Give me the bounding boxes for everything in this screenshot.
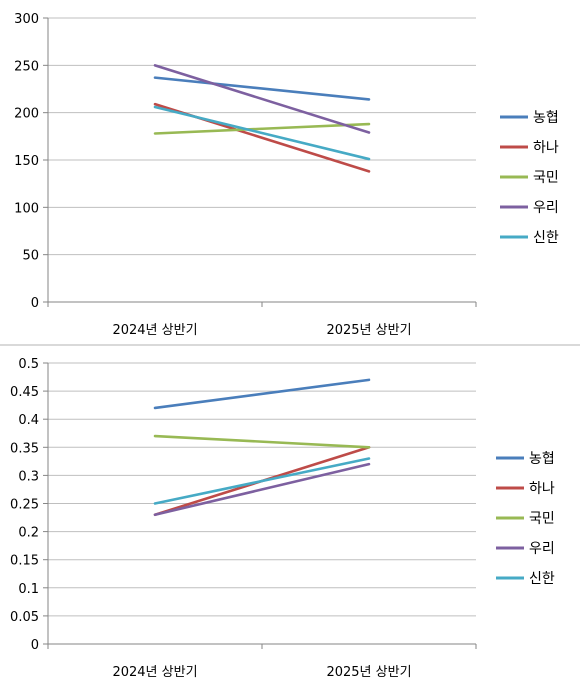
bottom-series-line-5 (153, 457, 371, 505)
bottom-y-tick-label: 0.45 (10, 385, 39, 400)
bottom-y-tick-label: 0.35 (10, 441, 39, 456)
bottom-y-tick-label: 0.15 (10, 554, 39, 569)
top-series-line-1 (153, 76, 371, 101)
top-y-tick-label: 150 (14, 154, 39, 169)
bottom-legend-label: 농협 (529, 451, 555, 467)
bottom-line-chart: 0 0.05 0.1 0.15 0.2 0.25 0.3 0.35 0.4 0.45 0.5 2024… (10, 357, 555, 680)
top-legend-label: 신한 (533, 230, 559, 246)
bottom-y-tick-label: 0.25 (10, 498, 39, 513)
top-legend-label: 하나 (533, 140, 559, 156)
bottom-legend-label: 국민 (529, 511, 555, 527)
bottom-series-line-1 (153, 378, 371, 410)
panel-divider (0, 344, 580, 346)
top-y-tick-label: 50 (22, 249, 39, 264)
bottom-legend-label: 하나 (529, 481, 555, 497)
top-series-line-5 (153, 105, 371, 161)
bottom-y-tick-label: 0.3 (18, 469, 39, 484)
top-y-tick-label: 250 (14, 59, 39, 74)
bottom-chart-panel: 0 0.05 0.1 0.15 0.2 0.25 0.3 0.35 0.4 0.45 0.5 2024… (0, 346, 580, 688)
top-y-tick-label: 300 (14, 12, 39, 27)
top-series-line-4 (153, 64, 371, 134)
bottom-x-tick-label: 2024년 상반기 (112, 665, 197, 680)
bottom-series-line-3 (153, 434, 371, 449)
top-line-chart: 0 50 100 150 200 250 300 2024년 상반기 2025년 상반기 농협하나… (14, 12, 559, 338)
bottom-legend-label: 우리 (529, 541, 555, 557)
top-legend-label: 국민 (533, 170, 559, 186)
top-legend-label: 우리 (533, 200, 559, 216)
bottom-y-tick-label: 0.05 (10, 610, 39, 625)
top-series-line-3 (153, 122, 371, 135)
bottom-x-tick-label: 2025년 상반기 (326, 665, 411, 680)
bottom-y-tick-label: 0.4 (18, 413, 39, 428)
bottom-legend-label: 신한 (529, 571, 555, 587)
bottom-y-tick-label: 0.5 (18, 357, 39, 372)
bottom-y-tick-label: 0.2 (18, 526, 39, 541)
top-y-tick-label: 100 (14, 201, 39, 216)
top-y-tick-label: 0 (31, 296, 39, 311)
top-legend-label: 농협 (533, 110, 559, 126)
bottom-y-tick-label: 0.1 (18, 582, 39, 597)
top-x-tick-label: 2024년 상반기 (112, 323, 197, 338)
bottom-series-line-4 (153, 462, 371, 517)
bottom-y-tick-label: 0 (31, 638, 39, 653)
top-y-tick-label: 200 (14, 107, 39, 122)
top-x-tick-label: 2025년 상반기 (326, 323, 411, 338)
